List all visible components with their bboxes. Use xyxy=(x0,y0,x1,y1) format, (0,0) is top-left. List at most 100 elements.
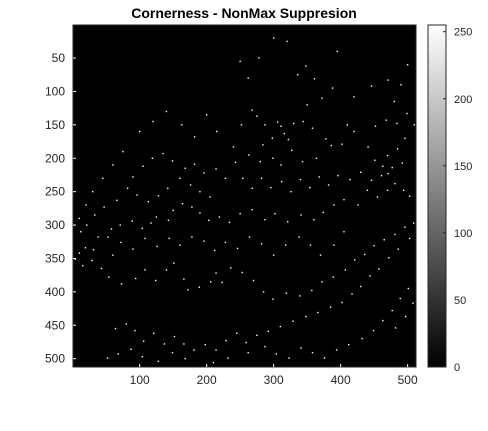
heatmap-point xyxy=(251,208,253,211)
x-tick-label: 400 xyxy=(331,373,351,387)
heatmap-point xyxy=(114,327,117,330)
heatmap-point xyxy=(272,254,275,256)
heatmap-point xyxy=(412,302,414,304)
heatmap-point xyxy=(333,244,335,246)
heatmap-point xyxy=(141,227,144,230)
heatmap-point xyxy=(262,291,265,293)
heatmap-point xyxy=(248,236,251,238)
heatmap-point xyxy=(361,337,363,340)
heatmap-point xyxy=(378,268,380,270)
heatmap-point xyxy=(397,248,399,250)
heatmap-point xyxy=(242,177,244,179)
heatmap-point xyxy=(305,65,307,67)
heatmap-point xyxy=(300,347,302,349)
heatmap-point xyxy=(394,233,396,236)
colorbar-tick-label: 150 xyxy=(454,161,472,173)
heatmap-point xyxy=(360,171,362,173)
heatmap-point xyxy=(205,114,208,116)
heatmap-point xyxy=(287,138,290,141)
heatmap-point xyxy=(92,190,94,193)
heatmap-point xyxy=(252,279,255,282)
heatmap-point xyxy=(152,120,154,123)
heatmap-point xyxy=(353,96,355,98)
heatmap-point xyxy=(408,237,411,240)
heatmap-point xyxy=(167,219,170,222)
heatmap-point xyxy=(391,166,393,169)
heatmap-point xyxy=(291,149,293,151)
heatmap-point xyxy=(293,122,295,125)
plot-frame xyxy=(72,24,417,368)
heatmap-point xyxy=(387,172,389,175)
heatmap-point xyxy=(184,357,186,360)
heatmap-point xyxy=(382,319,384,322)
heatmap-point xyxy=(100,267,103,270)
heatmap-point xyxy=(107,236,109,238)
heatmap-point xyxy=(91,259,93,262)
heatmap-point xyxy=(173,262,175,264)
heatmap-point xyxy=(156,245,158,248)
heatmap-point xyxy=(218,216,221,218)
heatmap-point xyxy=(260,177,263,179)
heatmap-point xyxy=(335,349,338,351)
heatmap-point xyxy=(262,144,264,146)
heatmap-point xyxy=(264,345,266,348)
heatmap-point xyxy=(321,97,323,99)
heatmap-point xyxy=(168,237,170,240)
heatmap-point xyxy=(245,341,247,344)
colorbar-tick-label: 250 xyxy=(454,27,472,39)
heatmap-point xyxy=(239,213,241,215)
heatmap-point xyxy=(267,330,269,332)
heatmap-point xyxy=(82,265,84,267)
heatmap-point xyxy=(276,121,279,123)
heatmap-point xyxy=(394,327,397,329)
heatmap-point xyxy=(302,120,304,123)
heatmap-point xyxy=(305,315,307,318)
heatmap-point xyxy=(236,247,239,250)
heatmap-point xyxy=(116,199,118,202)
heatmap-point xyxy=(311,351,314,354)
heatmap-point xyxy=(353,130,355,133)
y-tick-label: 150 xyxy=(45,118,65,132)
heatmap-point xyxy=(155,279,157,282)
heatmap-point xyxy=(86,224,88,226)
heatmap-point xyxy=(309,186,311,189)
heatmap-point xyxy=(386,189,389,192)
colorbar-tick-label: 0 xyxy=(454,362,460,374)
heatmap-point xyxy=(131,220,133,222)
heatmap-point xyxy=(232,146,235,148)
y-axis: 50 100 150 200 250 300 350 400 450 500 xyxy=(45,51,76,366)
heatmap-point xyxy=(157,360,160,363)
heatmap-point xyxy=(337,174,339,177)
colorbar xyxy=(427,24,447,368)
heatmap-point xyxy=(204,343,207,346)
heatmap-point xyxy=(413,124,416,126)
heatmap-point xyxy=(388,257,390,259)
heatmap-point xyxy=(256,334,258,336)
heatmap-point xyxy=(264,124,266,126)
heatmap-point xyxy=(251,187,253,190)
heatmap-point xyxy=(247,77,249,79)
heatmap-point xyxy=(147,200,150,203)
colorbar-tick-label: 50 xyxy=(454,295,466,307)
heatmap-point xyxy=(404,226,406,228)
heatmap-point xyxy=(351,293,353,295)
heatmap-point xyxy=(270,186,272,189)
heatmap-point xyxy=(102,177,104,179)
heatmap-point xyxy=(163,343,166,345)
heatmap-point xyxy=(119,224,121,226)
heatmap-point xyxy=(313,219,315,221)
heatmap-point xyxy=(402,189,405,192)
heatmap-point xyxy=(120,283,123,285)
heatmap-point xyxy=(298,236,300,238)
heatmap-point xyxy=(191,206,193,208)
heatmap-point xyxy=(406,64,409,66)
heatmap-point xyxy=(224,177,227,179)
heatmap-point xyxy=(396,148,399,150)
heatmap-point xyxy=(215,272,217,274)
heatmap-point xyxy=(404,315,407,318)
heatmap-point xyxy=(399,297,401,300)
heatmap-point xyxy=(230,267,232,269)
heatmap-point xyxy=(162,152,164,155)
heatmap-point xyxy=(343,198,345,201)
